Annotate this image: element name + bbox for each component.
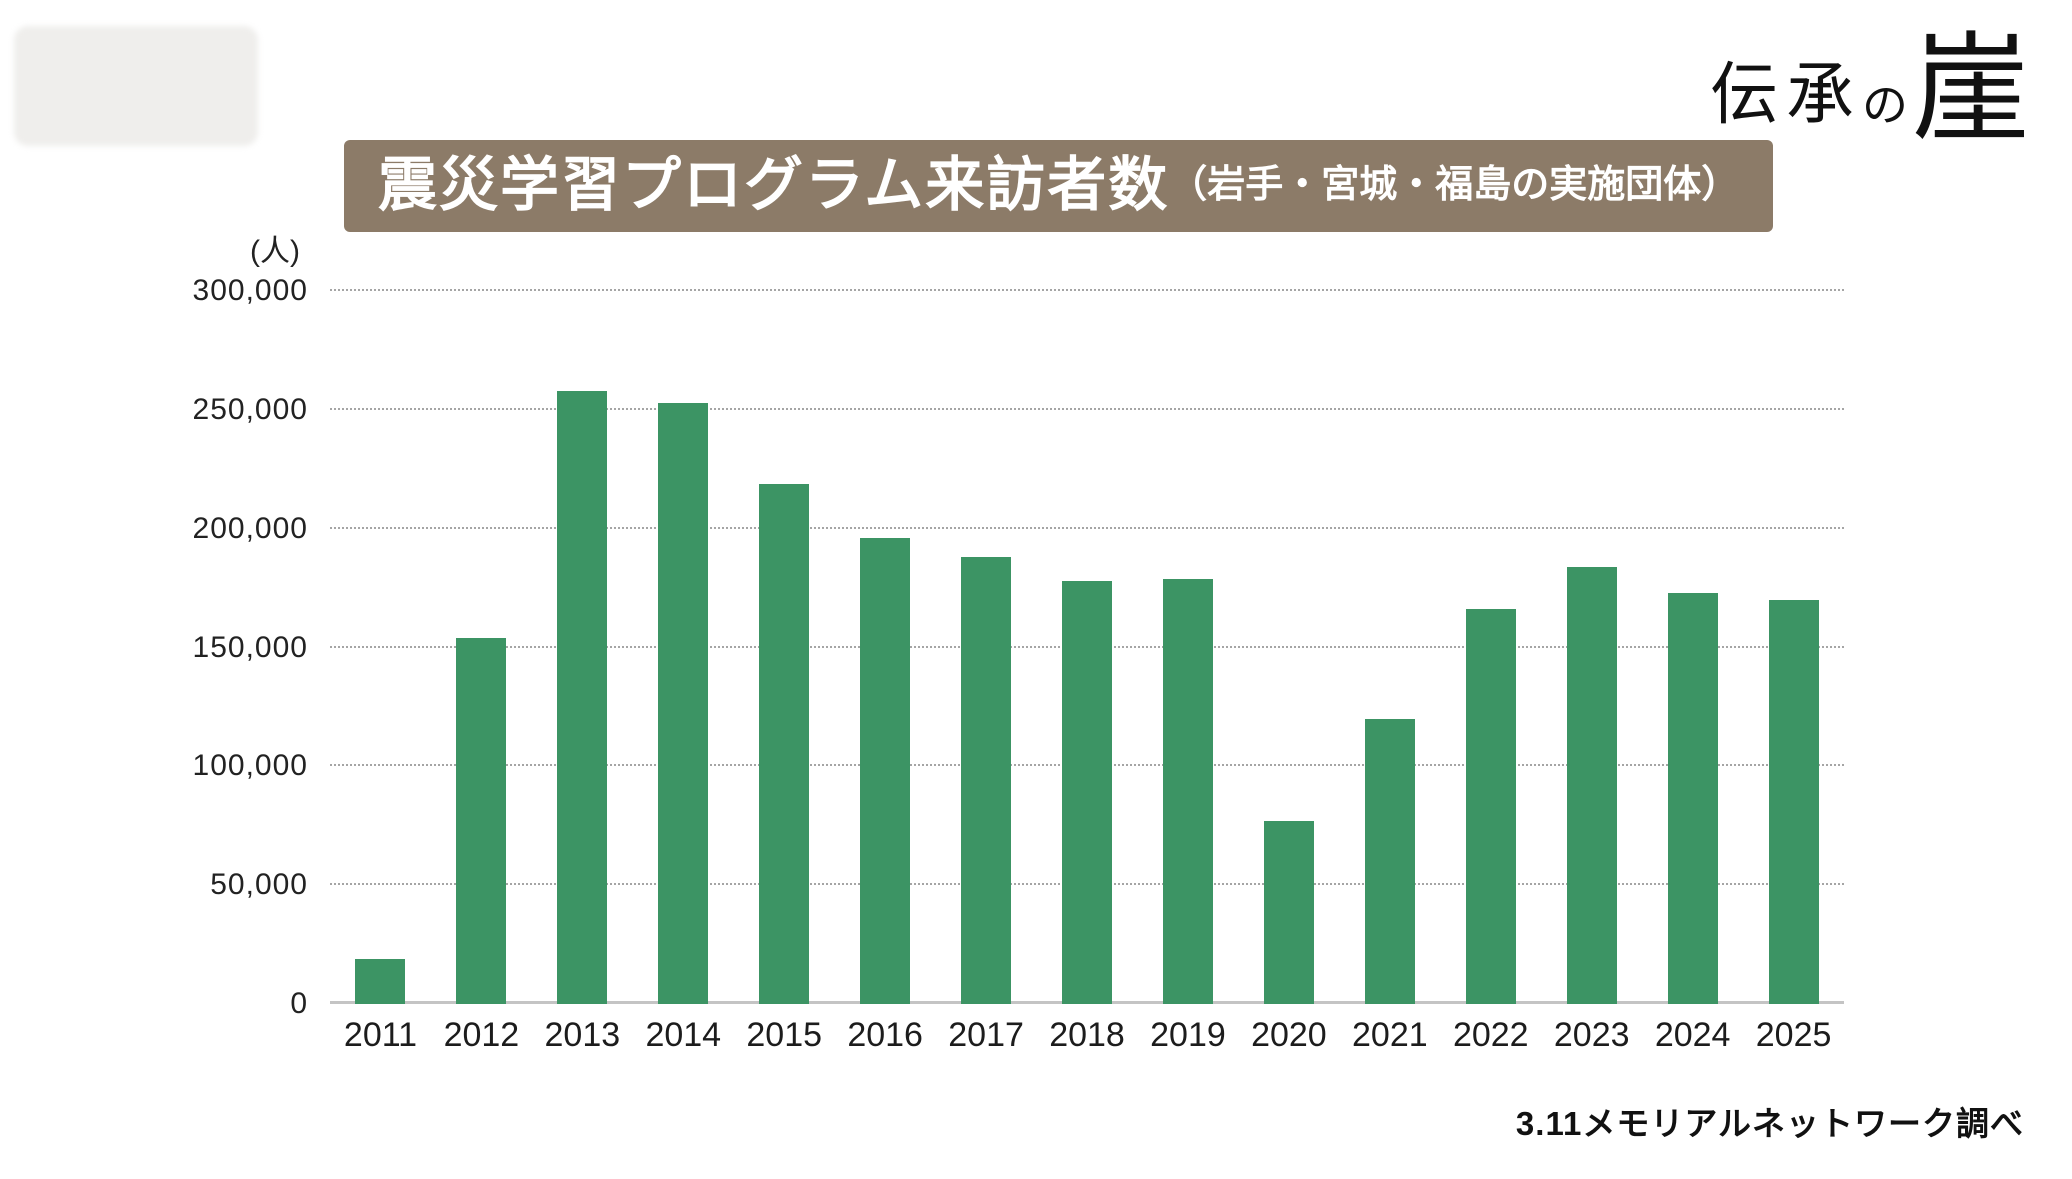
bar-slot <box>1541 291 1642 1004</box>
bar-2022 <box>1465 609 1516 1004</box>
x-tick-label: 2017 <box>948 1016 1024 1054</box>
x-tick-label: 2013 <box>544 1016 621 1054</box>
bar-2020 <box>1263 821 1314 1004</box>
bar-2019 <box>1162 578 1213 1004</box>
bar-2023 <box>1566 566 1617 1004</box>
bar-slot <box>1037 291 1138 1004</box>
x-tick-label: 2022 <box>1452 1016 1529 1054</box>
chart-title: 震災学習プログラム来訪者数 <box>378 152 1170 218</box>
bar-slot <box>1339 291 1440 1004</box>
bar-slot <box>936 291 1037 1004</box>
y-axis-unit-label: (人) <box>250 235 300 268</box>
y-tick-label: 100,000 <box>192 749 308 783</box>
gridline <box>330 526 1844 529</box>
y-tick-label: 150,000 <box>192 630 308 664</box>
bar-2018 <box>1062 580 1113 1004</box>
x-tick-label: 2012 <box>443 1016 520 1054</box>
x-tick-label: 2016 <box>847 1016 923 1054</box>
y-tick-label: 50,000 <box>210 868 308 902</box>
bar-2011 <box>355 958 406 1004</box>
x-tick-label: 2023 <box>1553 1016 1630 1054</box>
watermark-blob <box>14 26 258 146</box>
source-credit: 3.11メモリアルネットワーク調べ <box>1515 1105 2024 1142</box>
x-tick-label: 2015 <box>746 1016 823 1054</box>
bar-slot <box>1743 291 1844 1004</box>
y-tick-label: 250,000 <box>192 392 308 426</box>
x-tick-label: 2025 <box>1755 1016 1832 1054</box>
y-tick-label: 300,000 <box>192 274 308 307</box>
gridline <box>330 289 1844 291</box>
program-logo: 伝承 の 崖 <box>1710 30 2030 148</box>
bar-slot <box>1642 291 1743 1004</box>
logo-text-no: の <box>1861 78 1908 132</box>
bar-2015 <box>759 483 810 1004</box>
plot-area <box>330 289 1844 1004</box>
x-tick-label: 2021 <box>1352 1016 1428 1054</box>
bar-slot <box>330 291 431 1004</box>
x-tick-label: 2024 <box>1654 1016 1731 1054</box>
y-tick-label: 0 <box>290 987 308 1020</box>
bar-2014 <box>658 402 709 1004</box>
bar-slot <box>633 291 734 1004</box>
y-tick-label: 200,000 <box>192 511 308 545</box>
bar-2017 <box>961 557 1012 1004</box>
x-tick-label: 2011 <box>343 1016 418 1054</box>
bar-slot <box>431 291 532 1004</box>
chart-subtitle: （岩手・宮城・福島の実施団体） <box>1169 164 1740 207</box>
bar-slot <box>1138 291 1239 1004</box>
bar-2013 <box>557 390 608 1004</box>
x-tick-label: 2020 <box>1251 1016 1327 1054</box>
bar-slot <box>734 291 835 1004</box>
logo-text-denshou: 伝承 <box>1709 56 1862 135</box>
bar-slot <box>1238 291 1339 1004</box>
bars-row <box>330 291 1844 1004</box>
x-tick-label: 2014 <box>645 1016 722 1054</box>
logo-text-gake: 崖 <box>1911 20 2030 158</box>
bar-2025 <box>1768 599 1819 1004</box>
bar-slot <box>1440 291 1541 1004</box>
x-tick-label: 2019 <box>1150 1016 1226 1054</box>
gridline <box>330 407 1844 410</box>
bar-2024 <box>1667 592 1718 1004</box>
chart-title-banner: 震災学習プログラム来訪者数 （岩手・宮城・福島の実施団体） <box>344 140 1774 232</box>
bar-2012 <box>456 638 507 1004</box>
x-axis-labels: 2011 2012 2013 2014 2015 2016 2017 2018 2019 2020… <box>330 1016 1844 1055</box>
x-tick-label: 2018 <box>1049 1016 1125 1054</box>
y-axis-labels: 0 50,000 100,000 150,000 200,000 250,000 300,0… <box>0 276 308 1019</box>
bar-2016 <box>860 538 911 1004</box>
bar-2021 <box>1364 718 1415 1004</box>
bar-slot <box>835 291 936 1004</box>
bar-slot <box>532 291 633 1004</box>
